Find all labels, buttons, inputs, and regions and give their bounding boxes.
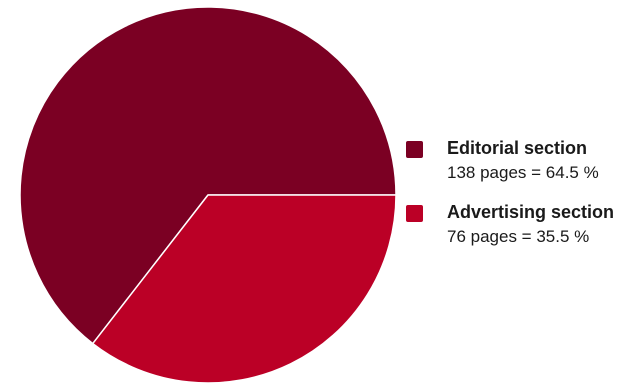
pie-slice-advertising <box>92 194 397 384</box>
pie-chart <box>19 6 397 384</box>
pie-slice-editorial <box>19 6 397 345</box>
legend-label-editorial: Editorial section <box>447 138 588 158</box>
legend-swatch-editorial <box>406 141 423 158</box>
legend-swatch-advertising <box>406 205 423 222</box>
legend-detail-advertising: 76 pages = 35.5 % <box>447 227 590 246</box>
legend-detail-editorial: 138 pages = 64.5 % <box>447 163 599 182</box>
legend-label-advertising: Advertising section <box>447 202 615 222</box>
